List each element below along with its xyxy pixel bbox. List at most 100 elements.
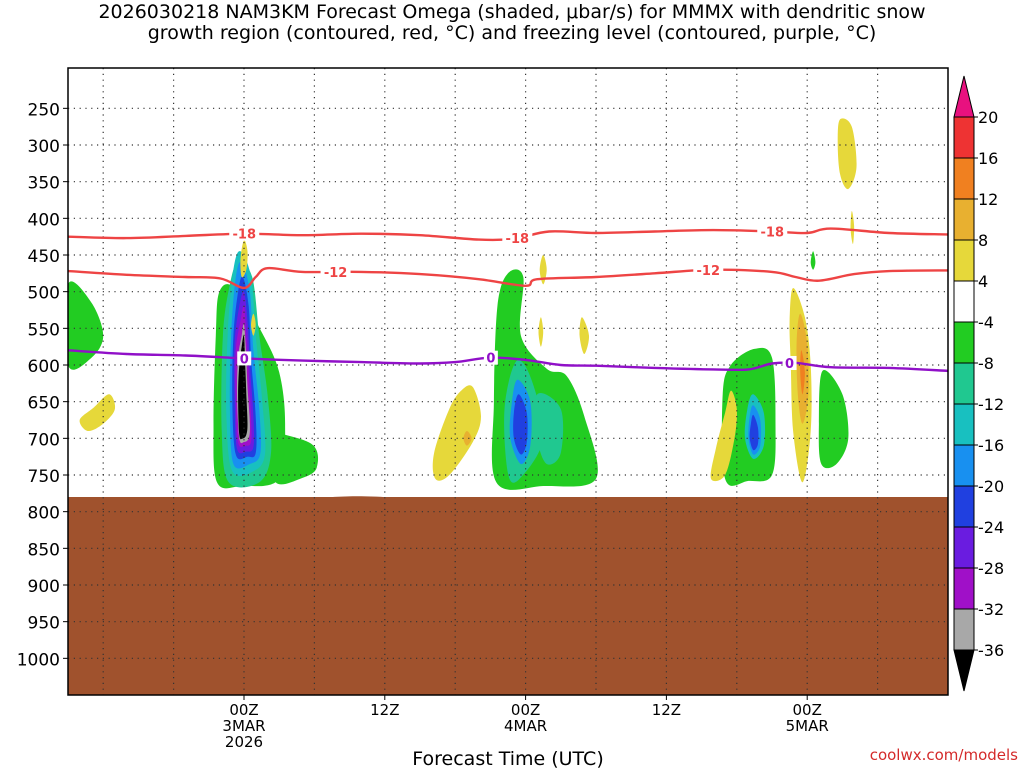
colorbar-label: -36 [978,641,1004,660]
colorbar: 20 16 12 8 4 -4 -8 -12 -16 -20 -24 -28 -32 -36 [953,75,1004,692]
omega-region [710,390,737,482]
y-tick-label: 250 [28,100,60,120]
terrain-fill [68,497,948,695]
omega-region [800,350,805,395]
colorbar-box [953,485,975,528]
y-tick-label: 750 [28,467,60,487]
colorbar-label: 20 [978,108,998,127]
colorbar-box [953,198,975,241]
y-tick-label: 700 [28,430,60,450]
omega-region [535,392,564,465]
contour-label-bg [237,351,252,366]
x-tick-label: 4MAR [504,717,547,735]
omega-region [68,281,104,370]
title-line-2: growth region (contoured, red, °C) and f… [147,22,877,44]
contour-line [68,266,948,290]
x-tick-label: 00Z [229,701,258,719]
y-tick-label: 600 [28,357,60,377]
colorbar-box [953,116,975,159]
y-tick-label: 450 [28,247,60,267]
colorbar-box [953,444,975,487]
omega-region [818,370,849,469]
contour-label-bg [502,231,533,246]
plot-frame [67,67,949,696]
y-axis: 250 300 350 400 450 500 550 600 650 700 750 800 850 9… [17,100,68,670]
x-axis-label: Forecast Time (UTC) [412,748,603,768]
x-tick-label: 5MAR [786,717,829,735]
y-tick-label: 800 [28,504,60,524]
chart-title: 2026030218 NAM3KM Forecast Omega (shaded… [0,2,1024,44]
colorbar-box [953,567,975,610]
x-tick-label: 12Z [652,701,681,719]
site-credit: coolwx.com/models [869,746,1018,764]
colorbar-box [953,239,975,282]
y-tick-label: 950 [28,614,60,634]
contour-label-bg [693,262,724,277]
contours: -18 -18 -18 -12 -12 0 0 0 [68,224,948,373]
colorbar-label: -12 [978,395,1004,414]
colorbar-label: -16 [978,436,1004,455]
gridlines [68,68,948,695]
colorbar-label: 8 [978,231,988,250]
contour-label-bg [483,350,498,365]
x-tick-label: 12Z [370,701,399,719]
colorbar-label: -20 [978,477,1004,496]
contour-label: -12 [697,264,721,279]
omega-region [579,317,590,354]
y-tick-label: 550 [28,320,60,340]
contour-label: -18 [506,232,530,247]
omega-region [850,210,855,245]
colorbar-label: -24 [978,518,1004,537]
contour-label-bg [320,264,351,279]
contour-label: -18 [233,228,257,243]
y-tick-label: 400 [28,210,60,230]
contour-label-bg [229,226,260,241]
colorbar-label: -4 [978,313,994,332]
colorbar-box [953,403,975,446]
contour-label: -12 [324,266,348,281]
contour-label: -18 [761,226,785,241]
omega-region [539,255,547,285]
colorbar-label: 4 [978,272,988,291]
y-tick-label: 1000 [17,650,60,670]
colorbar-box [953,526,975,569]
plot-area: -18 -18 -18 -12 -12 0 0 0 [68,68,948,695]
contour-label: 0 [486,352,495,367]
colorbar-top-arrow [953,75,975,118]
contour-label-bg [782,355,797,370]
title-line-1: 2026030218 NAM3KM Forecast Omega (shaded… [98,1,926,23]
colorbar-label: -28 [978,559,1004,578]
omega-region [251,313,256,336]
omega-region [513,394,528,455]
y-tick-label: 850 [28,540,60,560]
colorbar-bottom-arrow [953,649,975,692]
colorbar-label: 12 [978,190,998,209]
omega-region [432,385,481,481]
colorbar-box [953,280,975,323]
omega-region [538,317,544,347]
x-tick-label: 00Z [511,701,540,719]
contour-label-bg [757,224,788,239]
contour-label: 0 [785,357,794,372]
contour-label: 0 [240,352,249,367]
x-tick-label: 2026 [225,733,263,751]
omega-region [240,240,248,278]
colorbar-label: -8 [978,354,994,373]
colorbar-box [953,608,975,651]
omega-region [260,430,319,485]
omega-region [837,118,857,190]
y-tick-label: 650 [28,394,60,414]
y-tick-label: 350 [28,174,60,194]
colorbar-box [953,157,975,200]
y-tick-label: 300 [28,137,60,157]
x-tick-label: 00Z [793,701,822,719]
omega-region [810,251,816,270]
colorbar-label: -32 [978,600,1004,619]
colorbar-box [953,362,975,405]
x-tick-label: 3MAR [222,717,265,735]
y-tick-label: 900 [28,577,60,597]
omega-region [463,431,472,446]
omega-region [749,414,759,451]
